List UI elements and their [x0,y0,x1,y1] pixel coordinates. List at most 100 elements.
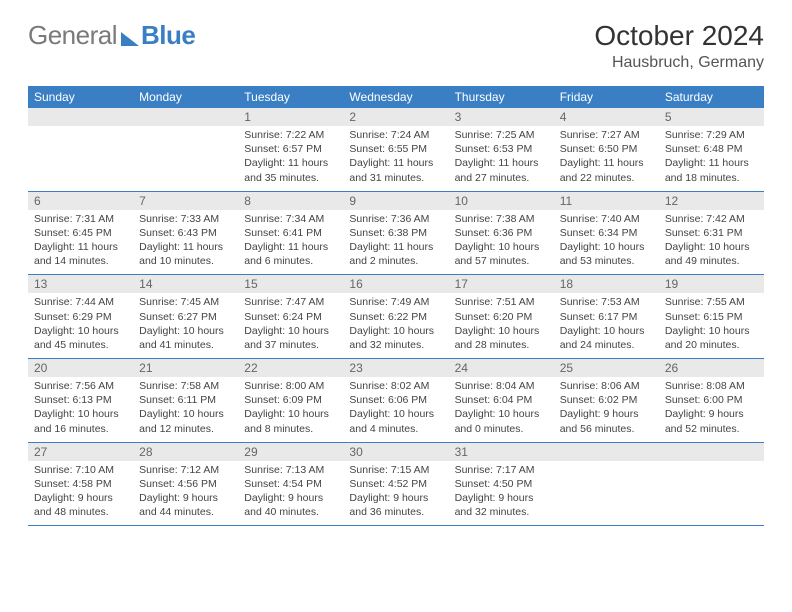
sunrise-text: Sunrise: 7:10 AM [34,463,127,477]
sunset-text: Sunset: 6:22 PM [349,310,442,324]
day-cell: 8Sunrise: 7:34 AMSunset: 6:41 PMDaylight… [238,192,343,275]
day-info: Sunrise: 7:25 AMSunset: 6:53 PMDaylight:… [449,126,554,191]
daylight-text: Daylight: 9 hours and 56 minutes. [560,407,653,435]
logo-text-a: General [28,20,117,51]
day-cell: 15Sunrise: 7:47 AMSunset: 6:24 PMDayligh… [238,275,343,358]
weekday-sunday: Sunday [28,86,133,108]
daylight-text: Daylight: 11 hours and 31 minutes. [349,156,442,184]
logo-triangle-icon [121,32,139,46]
daylight-text: Daylight: 10 hours and 57 minutes. [455,240,548,268]
sunrise-text: Sunrise: 8:08 AM [665,379,758,393]
daylight-text: Daylight: 11 hours and 14 minutes. [34,240,127,268]
daylight-text: Daylight: 10 hours and 53 minutes. [560,240,653,268]
day-cell: 6Sunrise: 7:31 AMSunset: 6:45 PMDaylight… [28,192,133,275]
sunrise-text: Sunrise: 7:22 AM [244,128,337,142]
sunset-text: Sunset: 4:50 PM [455,477,548,491]
daylight-text: Daylight: 10 hours and 49 minutes. [665,240,758,268]
day-info: Sunrise: 7:40 AMSunset: 6:34 PMDaylight:… [554,210,659,275]
day-info: Sunrise: 7:33 AMSunset: 6:43 PMDaylight:… [133,210,238,275]
sunrise-text: Sunrise: 7:36 AM [349,212,442,226]
day-info: Sunrise: 7:55 AMSunset: 6:15 PMDaylight:… [659,293,764,358]
day-number: 24 [449,359,554,377]
day-info: Sunrise: 7:58 AMSunset: 6:11 PMDaylight:… [133,377,238,442]
sunset-text: Sunset: 6:36 PM [455,226,548,240]
daylight-text: Daylight: 10 hours and 0 minutes. [455,407,548,435]
day-info: Sunrise: 7:27 AMSunset: 6:50 PMDaylight:… [554,126,659,191]
day-cell-empty [659,443,764,526]
day-number: 26 [659,359,764,377]
daylight-text: Daylight: 11 hours and 22 minutes. [560,156,653,184]
day-cell: 14Sunrise: 7:45 AMSunset: 6:27 PMDayligh… [133,275,238,358]
day-cell: 1Sunrise: 7:22 AMSunset: 6:57 PMDaylight… [238,108,343,191]
sunrise-text: Sunrise: 7:25 AM [455,128,548,142]
day-info: Sunrise: 7:47 AMSunset: 6:24 PMDaylight:… [238,293,343,358]
day-info: Sunrise: 8:02 AMSunset: 6:06 PMDaylight:… [343,377,448,442]
sunset-text: Sunset: 6:43 PM [139,226,232,240]
day-cell: 22Sunrise: 8:00 AMSunset: 6:09 PMDayligh… [238,359,343,442]
sunset-text: Sunset: 6:09 PM [244,393,337,407]
day-cell: 4Sunrise: 7:27 AMSunset: 6:50 PMDaylight… [554,108,659,191]
day-number: 10 [449,192,554,210]
day-info: Sunrise: 7:12 AMSunset: 4:56 PMDaylight:… [133,461,238,526]
week-row: 27Sunrise: 7:10 AMSunset: 4:58 PMDayligh… [28,443,764,527]
day-number: 6 [28,192,133,210]
sunset-text: Sunset: 4:52 PM [349,477,442,491]
day-number: 27 [28,443,133,461]
day-cell: 10Sunrise: 7:38 AMSunset: 6:36 PMDayligh… [449,192,554,275]
week-row: 6Sunrise: 7:31 AMSunset: 6:45 PMDaylight… [28,192,764,276]
day-info: Sunrise: 7:10 AMSunset: 4:58 PMDaylight:… [28,461,133,526]
day-cell: 7Sunrise: 7:33 AMSunset: 6:43 PMDaylight… [133,192,238,275]
day-cell: 16Sunrise: 7:49 AMSunset: 6:22 PMDayligh… [343,275,448,358]
day-info: Sunrise: 7:29 AMSunset: 6:48 PMDaylight:… [659,126,764,191]
day-cell: 9Sunrise: 7:36 AMSunset: 6:38 PMDaylight… [343,192,448,275]
day-info: Sunrise: 7:51 AMSunset: 6:20 PMDaylight:… [449,293,554,358]
day-info: Sunrise: 7:15 AMSunset: 4:52 PMDaylight:… [343,461,448,526]
calendar-body: 1Sunrise: 7:22 AMSunset: 6:57 PMDaylight… [28,108,764,526]
sunrise-text: Sunrise: 7:24 AM [349,128,442,142]
day-number: 31 [449,443,554,461]
sunset-text: Sunset: 6:45 PM [34,226,127,240]
day-number: 19 [659,275,764,293]
sunrise-text: Sunrise: 7:42 AM [665,212,758,226]
sunset-text: Sunset: 6:06 PM [349,393,442,407]
daylight-text: Daylight: 10 hours and 32 minutes. [349,324,442,352]
sunrise-text: Sunrise: 7:55 AM [665,295,758,309]
daylight-text: Daylight: 9 hours and 44 minutes. [139,491,232,519]
day-number [659,443,764,461]
sunrise-text: Sunrise: 7:27 AM [560,128,653,142]
day-info: Sunrise: 7:44 AMSunset: 6:29 PMDaylight:… [28,293,133,358]
daylight-text: Daylight: 9 hours and 40 minutes. [244,491,337,519]
daylight-text: Daylight: 11 hours and 6 minutes. [244,240,337,268]
day-info: Sunrise: 7:42 AMSunset: 6:31 PMDaylight:… [659,210,764,275]
week-row: 1Sunrise: 7:22 AMSunset: 6:57 PMDaylight… [28,108,764,192]
calendar: Sunday Monday Tuesday Wednesday Thursday… [28,86,764,526]
sunset-text: Sunset: 4:54 PM [244,477,337,491]
daylight-text: Daylight: 10 hours and 37 minutes. [244,324,337,352]
daylight-text: Daylight: 10 hours and 41 minutes. [139,324,232,352]
header: General Blue October 2024 Hausbruch, Ger… [28,20,764,72]
day-info: Sunrise: 8:04 AMSunset: 6:04 PMDaylight:… [449,377,554,442]
day-cell: 19Sunrise: 7:55 AMSunset: 6:15 PMDayligh… [659,275,764,358]
day-info: Sunrise: 8:08 AMSunset: 6:00 PMDaylight:… [659,377,764,442]
day-info: Sunrise: 7:34 AMSunset: 6:41 PMDaylight:… [238,210,343,275]
sunset-text: Sunset: 4:56 PM [139,477,232,491]
daylight-text: Daylight: 10 hours and 45 minutes. [34,324,127,352]
sunrise-text: Sunrise: 8:02 AM [349,379,442,393]
sunrise-text: Sunrise: 7:13 AM [244,463,337,477]
weekday-friday: Friday [554,86,659,108]
day-info: Sunrise: 7:45 AMSunset: 6:27 PMDaylight:… [133,293,238,358]
sunset-text: Sunset: 6:15 PM [665,310,758,324]
day-number: 21 [133,359,238,377]
day-number: 15 [238,275,343,293]
sunrise-text: Sunrise: 7:45 AM [139,295,232,309]
sunset-text: Sunset: 4:58 PM [34,477,127,491]
day-number: 14 [133,275,238,293]
week-row: 20Sunrise: 7:56 AMSunset: 6:13 PMDayligh… [28,359,764,443]
sunrise-text: Sunrise: 7:47 AM [244,295,337,309]
day-cell: 30Sunrise: 7:15 AMSunset: 4:52 PMDayligh… [343,443,448,526]
sunrise-text: Sunrise: 8:04 AM [455,379,548,393]
day-number: 3 [449,108,554,126]
day-cell: 27Sunrise: 7:10 AMSunset: 4:58 PMDayligh… [28,443,133,526]
day-number: 8 [238,192,343,210]
daylight-text: Daylight: 10 hours and 24 minutes. [560,324,653,352]
